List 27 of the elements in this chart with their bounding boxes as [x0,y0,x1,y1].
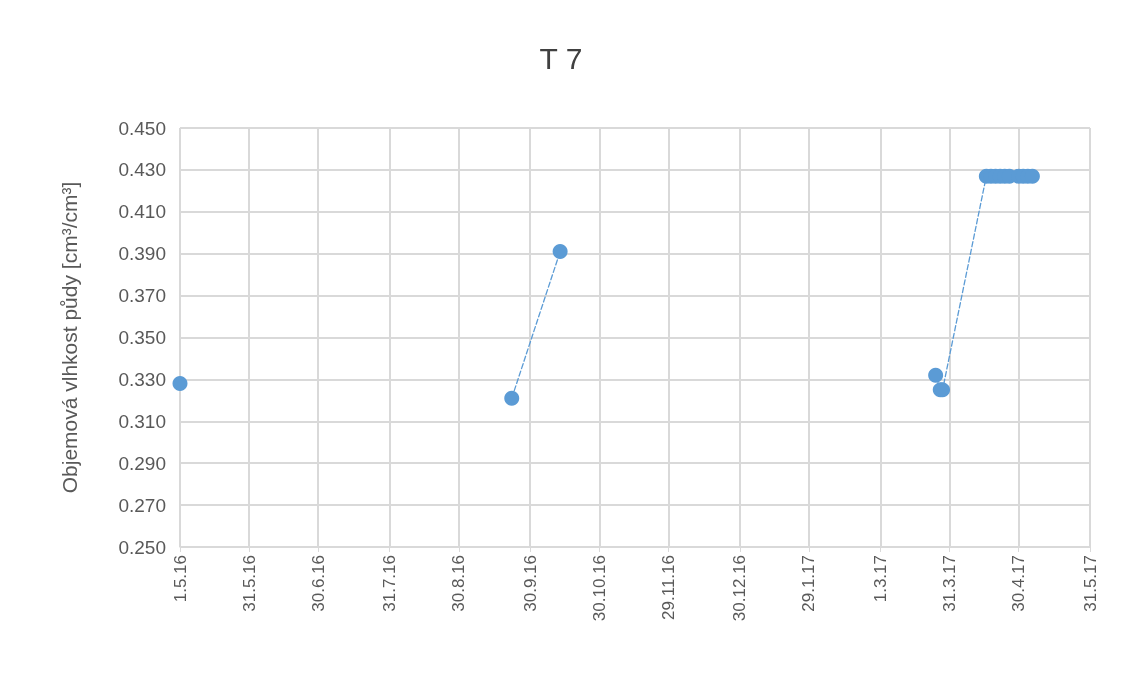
x-tick-label: 31.5.16 [239,555,259,612]
x-tick-label: 30.4.17 [1009,555,1029,612]
y-tick-label: 0.450 [118,117,166,139]
y-tick-label: 0.390 [118,243,166,265]
y-tick-label: 0.410 [118,201,166,223]
y-tick-label: 0.430 [118,159,166,181]
y-tick-label: 0.330 [118,368,166,390]
y-tick-label: 0.270 [118,494,166,516]
y-tick-label: 0.290 [118,452,166,474]
x-tick-label: 30.8.16 [449,555,469,612]
x-tick-label: 30.9.16 [520,555,540,612]
x-tick-label: 31.3.17 [939,555,959,612]
y-tick-label: 0.310 [118,410,166,432]
x-tick-label: 1.3.17 [870,555,890,603]
x-tick-label: 31.7.16 [380,555,400,612]
chart-title: T 7 [539,41,583,75]
x-tick-label: 30.10.16 [589,555,609,622]
y-tick-label: 0.250 [118,536,166,558]
x-tick-label: 29.11.16 [658,555,678,620]
y-tick-label: 0.370 [118,285,166,307]
x-tick-label: 30.6.16 [308,555,328,612]
x-tick-label: 30.12.16 [730,555,750,622]
y-axis-title: Objemová vlhkost půdy [cm³/cm³] [58,181,81,494]
x-tick-label: 29.1.17 [799,555,819,612]
x-tick-label: 1.5.16 [170,555,190,603]
x-tick-label: 31.5.17 [1080,555,1100,612]
y-tick-label: 0.350 [118,327,166,348]
